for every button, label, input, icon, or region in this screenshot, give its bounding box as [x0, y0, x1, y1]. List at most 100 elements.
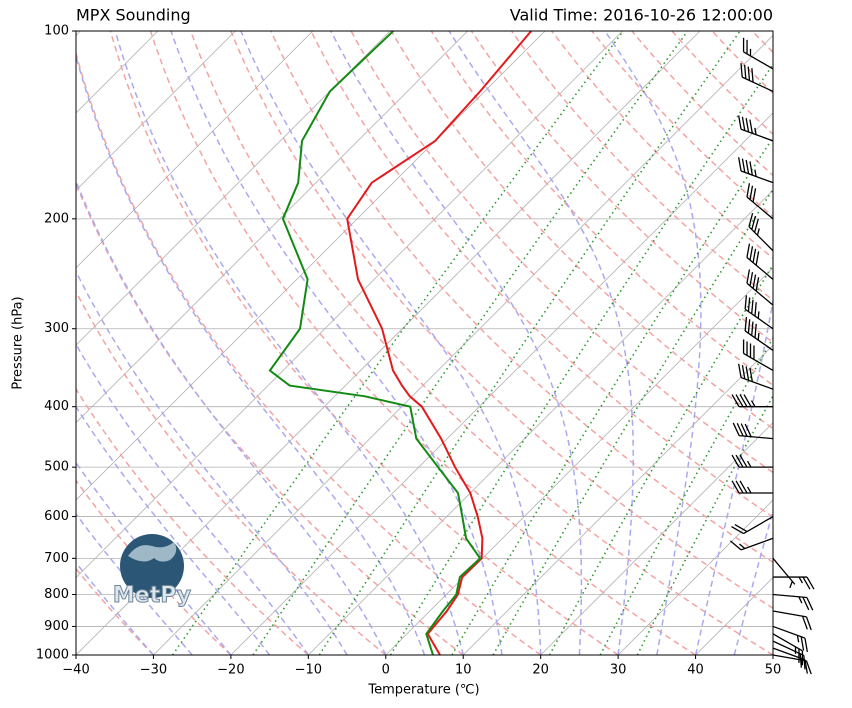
dry-adiabat — [270, 31, 773, 564]
barb-full — [745, 118, 750, 133]
barb-staff — [746, 256, 774, 280]
profile-line — [268, 31, 482, 655]
dry-adiabat — [76, 50, 542, 655]
barb-half — [754, 169, 757, 177]
barb-full — [749, 185, 754, 200]
barb-full — [743, 64, 747, 79]
x-tick-label: 50 — [765, 663, 782, 678]
y-tick-label: 400 — [44, 399, 69, 414]
barb-full — [751, 321, 754, 336]
barb-staff — [741, 76, 774, 93]
barb-full — [735, 480, 744, 494]
wind-barb — [744, 295, 774, 330]
barb-half — [746, 460, 752, 468]
barb-staff — [743, 51, 774, 70]
x-tick-label: −30 — [140, 663, 167, 678]
y-tick-label: 600 — [44, 509, 69, 524]
barb-staff — [772, 610, 807, 618]
barb-full — [806, 597, 814, 611]
barb-full — [747, 66, 751, 81]
barb-half — [796, 635, 800, 643]
barb-full — [741, 116, 746, 131]
barb-full — [799, 653, 803, 668]
background-lines — [76, 31, 773, 655]
dry-adiabat — [189, 31, 773, 655]
barb-full — [740, 63, 743, 78]
barb-full — [804, 659, 808, 674]
barb-full — [746, 269, 751, 284]
dry-adiabat — [149, 31, 697, 655]
barb-full — [744, 316, 748, 331]
barb-full — [735, 394, 744, 408]
moist-adiabat — [76, 342, 309, 655]
y-tick-label: 200 — [44, 211, 69, 226]
barb-staff — [743, 516, 774, 535]
x-tick-label: 40 — [687, 663, 704, 678]
x-tick-label: 0 — [382, 663, 390, 678]
dry-adiabat — [390, 31, 773, 430]
x-tick-label: 10 — [455, 663, 472, 678]
moist-adiabat — [170, 31, 503, 655]
barb-full — [800, 636, 805, 651]
logo: MetPy — [112, 534, 192, 609]
moist-adiabat — [76, 179, 387, 655]
barb-staff — [748, 226, 774, 252]
mixing-line — [171, 31, 624, 655]
barb-half — [757, 311, 760, 319]
moist-adiabat — [733, 508, 773, 655]
wind-barb — [738, 157, 774, 184]
barb-full — [741, 158, 746, 173]
moist-adiabat — [76, 53, 426, 655]
barb-full — [749, 119, 753, 134]
barb-full — [738, 115, 742, 130]
x-tick-label: −20 — [217, 663, 244, 678]
barb-full — [739, 454, 748, 468]
wind-barb — [773, 576, 815, 590]
barb-full — [738, 363, 742, 378]
barb-staff — [744, 308, 774, 330]
mixing-line — [492, 187, 773, 655]
wind-barb — [738, 115, 774, 142]
dry-adiabat — [76, 479, 232, 655]
barb-full — [802, 596, 810, 611]
barb-full — [803, 655, 806, 670]
wind-barb — [748, 213, 774, 252]
barb-staff — [743, 352, 774, 372]
isotherm — [462, 344, 773, 655]
barb-full — [734, 523, 748, 533]
isotherm — [385, 267, 773, 655]
barb-full — [731, 394, 740, 408]
wind-barb — [731, 454, 773, 468]
wind-barb — [746, 269, 774, 306]
barb-full — [743, 394, 752, 408]
barb-staff — [772, 625, 806, 639]
barb-half — [798, 576, 804, 584]
wind-barb — [731, 516, 774, 535]
isotherm — [76, 31, 468, 424]
barb-full — [744, 295, 748, 310]
barb-staff — [740, 537, 774, 551]
mixing-line — [389, 63, 773, 655]
dry-adiabat — [350, 31, 773, 474]
barb-staff — [746, 196, 774, 220]
barb-full — [753, 218, 759, 233]
wind-barb — [732, 422, 774, 440]
wind-barb — [772, 593, 814, 611]
barb-half — [746, 486, 752, 494]
barb-full — [751, 215, 757, 230]
moist-adiabat — [694, 296, 773, 655]
barb-full — [751, 68, 754, 83]
wind-barb — [738, 363, 774, 390]
barb-full — [748, 213, 754, 227]
y-tick-label: 1000 — [36, 648, 69, 663]
isotherm — [76, 31, 391, 346]
barb-staff — [772, 593, 807, 599]
moist-adiabat — [330, 31, 583, 655]
barb-full — [806, 576, 815, 590]
wind-barb — [746, 243, 774, 280]
barb-half — [757, 333, 760, 341]
barb-full — [738, 157, 742, 172]
barb-full — [741, 365, 746, 380]
x-tick-label: 30 — [610, 663, 627, 678]
barb-staff — [772, 633, 803, 652]
